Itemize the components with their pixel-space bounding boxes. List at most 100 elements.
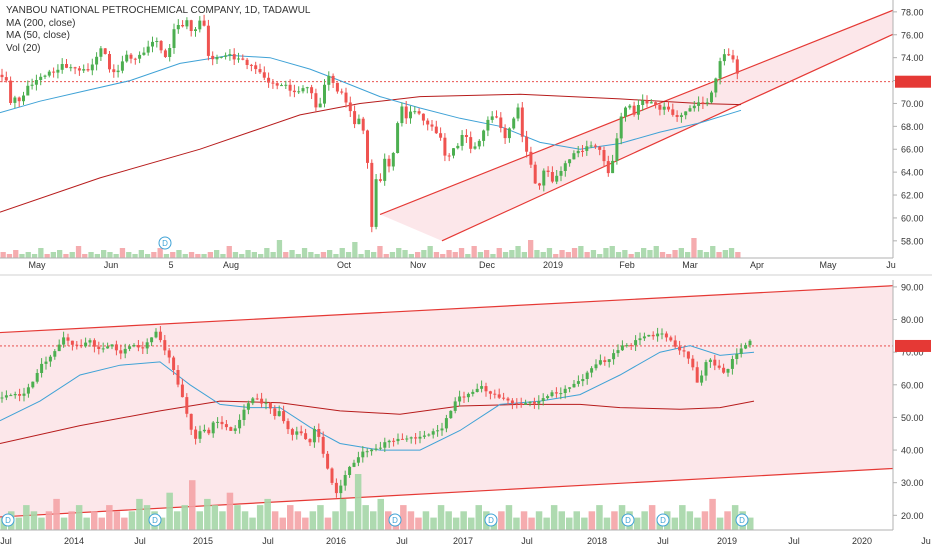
bottom-candle-body (568, 387, 572, 389)
bottom-candle-body (101, 348, 105, 350)
bottom-candle-body (216, 421, 220, 423)
bottom-candle-body (145, 342, 149, 349)
bottom-candle-body (722, 367, 726, 373)
bottom-volume-bar (234, 505, 241, 530)
bottom-ma50-line (0, 345, 755, 451)
top-volume-bar (735, 252, 741, 258)
bottom-candle-body (444, 418, 448, 429)
top-volume-bar (697, 250, 703, 258)
bottom-candle-body (154, 331, 158, 338)
legend-ma50: MA (50, close) (6, 30, 70, 41)
bottom-candle-body (62, 337, 66, 345)
bottom-candle-body (185, 397, 189, 414)
top-volume-bar (716, 252, 722, 258)
bottom-volume-bar (362, 505, 369, 530)
bottom-candle-body (238, 419, 242, 429)
bottom-candle-body (660, 333, 664, 335)
top-candle-body (469, 137, 473, 149)
top-candle-body (581, 150, 584, 152)
top-volume-bar (232, 252, 239, 258)
bottom-volume-bar (249, 517, 256, 530)
bottom-volume-bar (588, 511, 596, 530)
bottom-volume-bar (121, 517, 128, 530)
bottom-volume-bar (581, 517, 588, 530)
top-candle-body (327, 75, 331, 85)
top-channel-lower (441, 33, 893, 242)
top-volume-bar (245, 250, 251, 258)
bottom-candle-body (233, 428, 237, 431)
top-candle-body (662, 106, 666, 110)
top-volume-bar (377, 246, 383, 258)
bottom-candle-body (462, 396, 466, 398)
bottom-volume-bar (648, 505, 656, 530)
top-volume-bar (427, 246, 433, 258)
bottom-candle-body (409, 437, 413, 439)
top-volume-bar (31, 254, 38, 258)
top-candle-body (460, 135, 464, 146)
bottom-volume-bar (641, 511, 648, 530)
top-candle-body (533, 164, 537, 184)
top-candle-body (529, 151, 533, 165)
bottom-candle-body (229, 427, 233, 431)
bottom-candle-body (427, 434, 431, 436)
bottom-candle-body (686, 351, 690, 359)
top-candle-body (189, 20, 193, 31)
bottom-candle-body (13, 394, 17, 396)
bottom-volume-bar (98, 517, 105, 530)
bottom-candle-body (317, 429, 321, 437)
top-y-tick-label: 58.00 (901, 236, 924, 246)
top-volume-bar (722, 250, 728, 258)
top-x-tick-label: Oct (337, 260, 352, 270)
bottom-volume-bar (226, 492, 234, 530)
bottom-y-tick-label: 70.00 (901, 348, 924, 358)
bottom-volume-bar (437, 505, 445, 530)
bottom-y-tick-label: 20.00 (901, 511, 924, 521)
bottom-volume-bar (558, 511, 565, 530)
bottom-candle-body (66, 337, 70, 341)
top-candle-body (589, 145, 593, 147)
top-candle-body (735, 59, 739, 74)
top-candle-body (624, 107, 627, 117)
bottom-candle-body (387, 440, 391, 443)
top-volume-bar (559, 250, 565, 258)
top-candle-body (159, 41, 163, 51)
top-volume-bar (25, 252, 31, 258)
top-candle-body (168, 48, 172, 57)
bottom-dividend-marker (621, 513, 635, 527)
bottom-candle-body (563, 388, 567, 393)
bottom-volume-bar (158, 517, 166, 530)
top-candle-body (452, 148, 455, 156)
bottom-volume-bar (181, 505, 188, 530)
bottom-candle-body (246, 403, 250, 410)
bottom-volume-bar (219, 511, 226, 530)
top-candle-body (297, 91, 301, 93)
top-volume-bar (69, 252, 75, 258)
top-candle-body (34, 80, 38, 85)
bottom-candle-body (656, 333, 660, 337)
top-volume-bar (383, 254, 389, 258)
bottom-candle-body (480, 386, 484, 389)
top-candle-body (271, 82, 275, 84)
top-candle-body (241, 58, 245, 60)
bottom-candle-body (466, 393, 470, 398)
top-candle-body (323, 84, 326, 104)
top-volume-bar (515, 246, 521, 258)
bottom-dividend-marker (388, 513, 402, 527)
bottom-candle-body (198, 431, 202, 439)
top-candle-body (516, 107, 520, 119)
bottom-x-tick-label: 2014 (64, 536, 84, 546)
top-volume-bar (314, 254, 320, 258)
top-volume-bar (653, 246, 659, 258)
top-volume-bar (584, 252, 590, 258)
legend-ma200: MA (200, close) (6, 17, 76, 29)
bottom-candle-body (664, 333, 668, 338)
top-candle-body (30, 84, 34, 86)
top-volume-bar (484, 250, 490, 258)
top-candle-body (714, 78, 718, 93)
top-volume-bar (509, 250, 515, 258)
top-x-tick-label: Mar (682, 260, 698, 270)
bottom-volume-bar (91, 511, 98, 530)
bottom-candle-body (4, 395, 8, 398)
